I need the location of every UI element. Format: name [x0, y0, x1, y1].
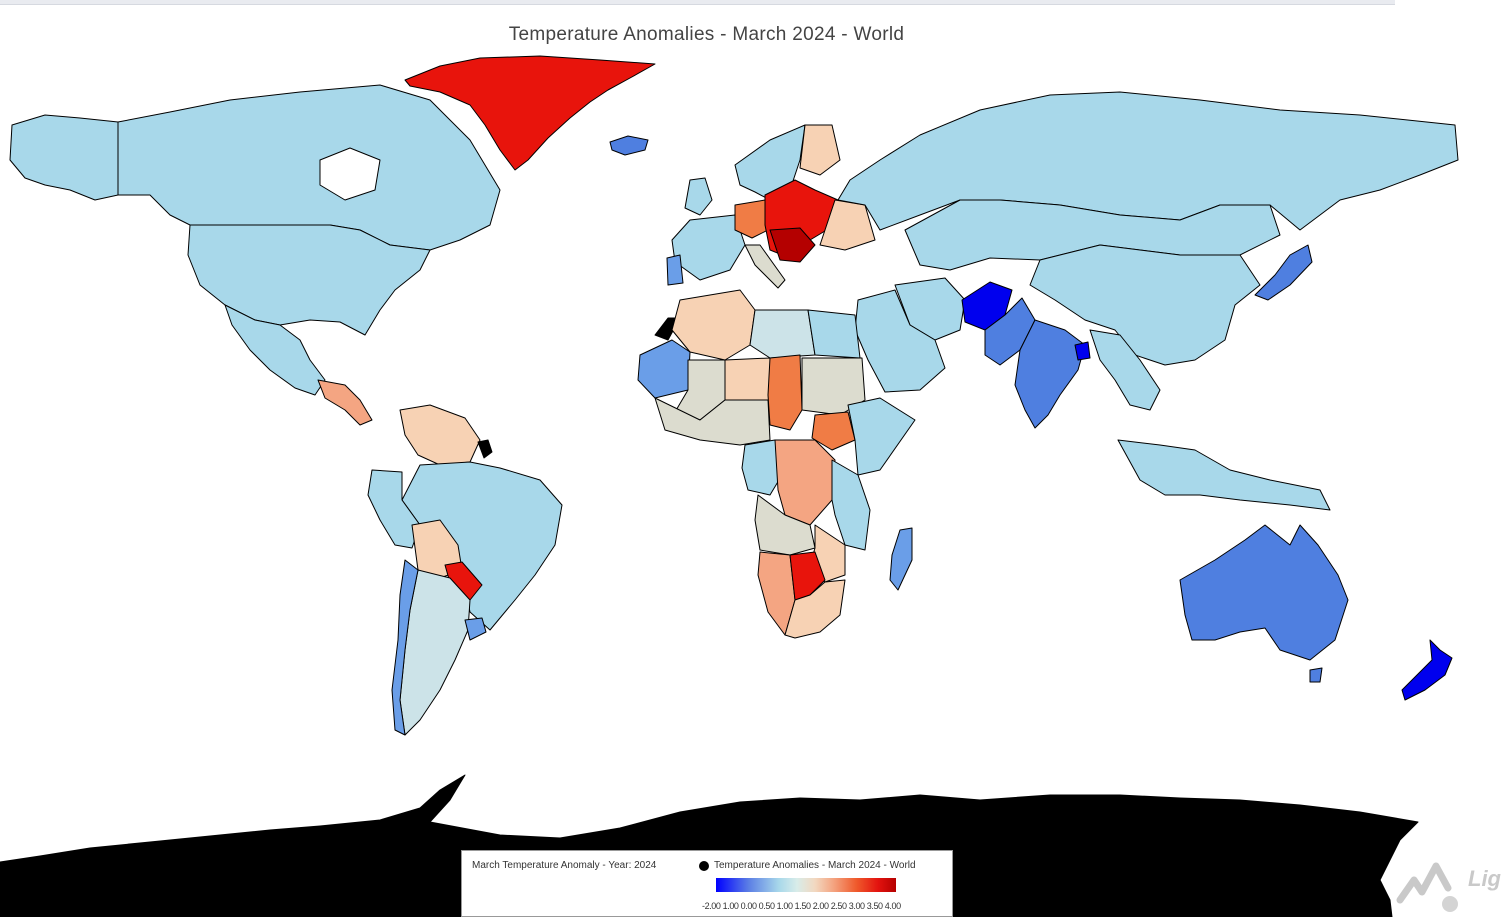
region-alaska[interactable]	[9, 114, 119, 201]
region-chile[interactable]	[391, 559, 419, 736]
legend-scale-ticks: -2.00 1.00 0.00 0.50 1.00 1.50 2.00 2.50…	[702, 901, 901, 911]
logo-text: Lig	[1468, 866, 1501, 891]
region-iceland[interactable]	[609, 135, 649, 156]
region-uruguay[interactable]	[464, 617, 487, 641]
legend-marker-dot	[699, 861, 709, 871]
window-top-bar	[0, 0, 1395, 5]
region-tasmania[interactable]	[1309, 667, 1323, 683]
region-united-states[interactable]	[187, 224, 431, 336]
region-germany[interactable]	[734, 199, 773, 239]
region-japan[interactable]	[1254, 244, 1313, 301]
region-india[interactable]	[1014, 319, 1086, 429]
region-egypt[interactable]	[807, 309, 861, 359]
region-hudson-bay	[319, 147, 381, 201]
map-title: Temperature Anomalies - March 2024 - Wor…	[508, 24, 905, 45]
map-legend: March Temperature Anomaly - Year: 2024 T…	[461, 850, 953, 917]
region-angola[interactable]	[754, 494, 816, 556]
region-greenland[interactable]	[404, 55, 656, 171]
legend-color-scale	[716, 878, 896, 892]
region-niger[interactable]	[724, 357, 771, 401]
region-central-america[interactable]	[317, 379, 373, 426]
region-mexico[interactable]	[224, 304, 326, 396]
legend-series-label: Temperature Anomalies - March 2024 - Wor…	[714, 860, 916, 871]
region-botswana[interactable]	[789, 551, 826, 601]
region-peru[interactable]	[367, 469, 421, 549]
region-indonesia[interactable]	[1117, 439, 1331, 511]
legend-layer-label: March Temperature Anomaly - Year: 2024	[472, 860, 657, 871]
region-uk[interactable]	[684, 177, 713, 216]
region-ethiopia[interactable]	[811, 411, 856, 451]
region-russia[interactable]	[837, 91, 1459, 231]
region-balkans[interactable]	[769, 227, 816, 263]
region-algeria[interactable]	[671, 289, 756, 361]
region-horn-of-africa[interactable]	[847, 397, 916, 476]
region-dr-congo[interactable]	[774, 439, 836, 526]
watermark-logo: Lig	[1392, 852, 1503, 917]
region-libya[interactable]	[749, 309, 816, 359]
region-antarctica[interactable]	[0, 774, 1419, 917]
region-bangladesh[interactable]	[1074, 341, 1091, 361]
region-gulf-of-guinea[interactable]	[654, 397, 771, 446]
region-east-africa[interactable]	[831, 459, 871, 551]
region-canada[interactable]	[117, 84, 501, 251]
region-madagascar[interactable]	[889, 527, 913, 591]
logo-icon	[1396, 862, 1458, 912]
region-new-zealand[interactable]	[1401, 639, 1453, 701]
region-australia[interactable]	[1179, 524, 1349, 661]
region-west-africa[interactable]	[637, 339, 691, 399]
region-french-guiana[interactable]	[477, 439, 493, 459]
region-chad[interactable]	[767, 354, 803, 431]
region-italy[interactable]	[744, 244, 786, 289]
region-china[interactable]	[1029, 244, 1261, 366]
region-spain-france[interactable]	[671, 214, 746, 281]
region-finland[interactable]	[799, 124, 841, 176]
region-kazakhstan-mongolia[interactable]	[904, 199, 1281, 271]
region-south-africa[interactable]	[784, 579, 846, 639]
region-venezuela[interactable]	[399, 404, 481, 466]
region-southeast-asia[interactable]	[1089, 329, 1161, 411]
region-portugal[interactable]	[666, 254, 684, 286]
region-middle-east[interactable]	[854, 289, 946, 393]
